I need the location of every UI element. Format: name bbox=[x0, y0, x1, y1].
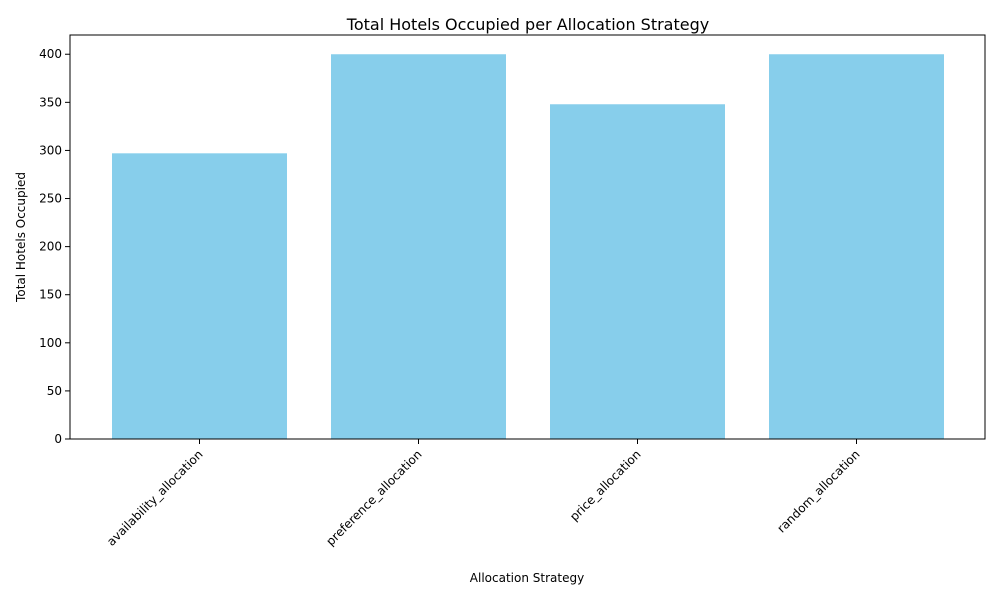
y-axis-label: Total Hotels Occupied bbox=[14, 172, 28, 303]
chart-title: Total Hotels Occupied per Allocation Str… bbox=[346, 15, 709, 34]
y-axis-ticks: 0 50 100 150 200 250 300 350 400 bbox=[39, 47, 70, 446]
y-tick-label: 350 bbox=[39, 95, 62, 109]
bar-preference-allocation bbox=[331, 54, 506, 439]
y-tick-label: 100 bbox=[39, 336, 62, 350]
y-tick-label: 0 bbox=[54, 432, 62, 446]
y-tick-label: 200 bbox=[39, 240, 62, 254]
y-tick-label: 50 bbox=[47, 384, 62, 398]
bar-random-allocation bbox=[769, 54, 944, 439]
bar-availability-allocation bbox=[112, 153, 287, 440]
y-tick-label: 250 bbox=[39, 192, 62, 206]
x-axis-label: Allocation Strategy bbox=[470, 571, 584, 585]
y-tick-label: 400 bbox=[39, 47, 62, 61]
bar-price-allocation bbox=[550, 104, 725, 439]
plot-frame bbox=[69, 34, 986, 440]
y-tick-label: 300 bbox=[39, 143, 62, 157]
bars-group bbox=[112, 54, 944, 440]
y-tick-label: 150 bbox=[39, 288, 62, 302]
